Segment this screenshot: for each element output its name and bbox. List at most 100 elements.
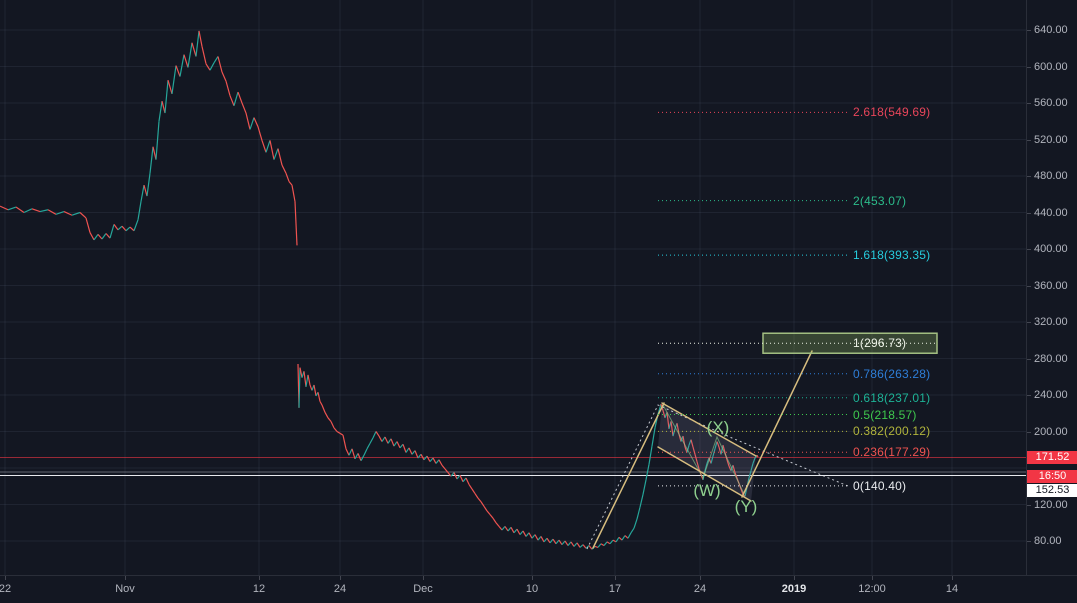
candle-segment — [600, 543, 605, 547]
candle-segment — [567, 541, 572, 546]
candle-segment — [183, 54, 189, 68]
candle-segment — [285, 173, 290, 182]
candle-segment — [366, 443, 371, 450]
candle-segment — [501, 526, 506, 531]
price-axis-tick — [1027, 504, 1031, 506]
candle-segment — [732, 465, 736, 473]
candle-segment — [191, 42, 197, 57]
candle-segment — [513, 528, 518, 534]
candle-segment — [692, 446, 696, 455]
candle-segment — [432, 457, 437, 464]
price-axis-tick — [1027, 322, 1031, 323]
fib-level-label-0.786: 0.786(263.28) — [853, 366, 931, 381]
price-axis-tick — [1027, 139, 1031, 141]
candle-segment — [79, 212, 87, 219]
time-axis-tick — [952, 576, 953, 580]
candle-segment — [47, 209, 57, 215]
candle-segment — [716, 441, 720, 448]
candle-segment — [471, 488, 476, 494]
candle-segment — [317, 392, 321, 402]
trend-line — [741, 350, 813, 498]
candle-segment — [573, 542, 578, 547]
price-axis-label: 200.00 — [1034, 425, 1068, 438]
time-axis-label: 10 — [525, 583, 539, 595]
candle-segment — [462, 477, 467, 483]
candle-segment — [281, 164, 287, 174]
candle-segment — [648, 446, 653, 465]
candle-segment — [146, 173, 151, 197]
time-axis-tick — [794, 576, 795, 580]
price-axis-tick — [1027, 176, 1031, 177]
time-axis-label: 12 — [252, 583, 266, 595]
candle-segment — [294, 201, 298, 246]
time-axis-tick — [423, 576, 424, 580]
time-axis-label: 14 — [945, 583, 959, 595]
time-axis-tick — [615, 576, 616, 580]
candle-segment — [710, 455, 714, 464]
candle-segment — [269, 140, 275, 160]
candle-segment — [576, 542, 581, 548]
candle-segment — [618, 536, 623, 541]
fib-level-label-0.236: 0.236(177.29) — [853, 445, 931, 460]
candle-segment — [89, 232, 95, 241]
price-axis-label: 400.00 — [1034, 243, 1068, 255]
candle-segment — [540, 536, 545, 543]
candle-segment — [624, 535, 629, 539]
fib-level-label-0.382: 0.382(200.12) — [853, 424, 931, 439]
candle-segment — [441, 464, 446, 470]
candle-segment — [408, 447, 413, 455]
wxy-zigzag-line — [662, 404, 745, 495]
time-axis[interactable]: 22 Nov 12 24 Dec 10 17 24 2019 12:00 14 — [0, 575, 1077, 603]
chart-pane[interactable]: 2.618(549.69) 2(453.07) 1.618(393.35) 1(296… — [0, 0, 1026, 575]
candle-segment — [468, 484, 473, 490]
price-axis-tick — [1027, 30, 1031, 31]
candle-segment — [651, 427, 656, 447]
time-axis-label: Nov — [115, 583, 135, 595]
candle-segment — [140, 185, 145, 202]
candle-segment — [351, 448, 356, 460]
candle-segment — [253, 117, 259, 127]
candle-segment — [348, 448, 353, 456]
candle-segment — [402, 444, 407, 453]
candle-segment — [720, 445, 724, 455]
fib-level-label-2.618: 2.618(549.69) — [853, 105, 931, 120]
price-axis-label: 80.00 — [1034, 535, 1062, 547]
candle-segment — [249, 117, 255, 130]
candle-segment — [384, 436, 389, 444]
candle-segment — [480, 501, 485, 507]
candle-segment — [740, 488, 744, 495]
price-axis-tick — [1027, 66, 1031, 68]
candle-segment — [426, 455, 431, 462]
candle-segment — [564, 540, 569, 546]
candle-segment — [411, 450, 416, 455]
fib-level-label-0.5: 0.5(218.57) — [853, 407, 917, 422]
trend-line — [661, 402, 757, 457]
candle-segment — [336, 430, 341, 434]
candle-segment — [633, 518, 638, 529]
candle-segment — [748, 470, 752, 479]
price-axis-label: 360.00 — [1034, 279, 1068, 292]
candle-segment — [561, 540, 566, 546]
candle-segment — [195, 30, 200, 57]
price-axis[interactable]: 171.52 16:50 152.53 640.00 600.00 560.00 52… — [1026, 0, 1077, 575]
time-axis-label: 17 — [608, 583, 622, 595]
candle-segment — [209, 62, 215, 71]
candle-segment — [549, 538, 554, 544]
candle-segment — [143, 184, 148, 197]
candle-segment — [722, 445, 726, 453]
price-axis-label: 440.00 — [1034, 206, 1068, 219]
candle-segment — [666, 412, 670, 429]
candle-segment — [321, 404, 326, 413]
chart-canvas[interactable] — [0, 0, 1026, 575]
fib-level-label-0: 0(140.40) — [853, 478, 907, 493]
candle-segment — [93, 234, 99, 241]
candle-segment — [109, 224, 115, 239]
candle-segment — [516, 528, 521, 535]
candle-segment — [233, 91, 239, 106]
candle-segment — [339, 432, 344, 436]
price-axis-label: 320.00 — [1034, 316, 1068, 328]
candle-segment — [360, 454, 365, 461]
candle-segment — [345, 448, 350, 456]
candle-segment — [309, 384, 313, 391]
